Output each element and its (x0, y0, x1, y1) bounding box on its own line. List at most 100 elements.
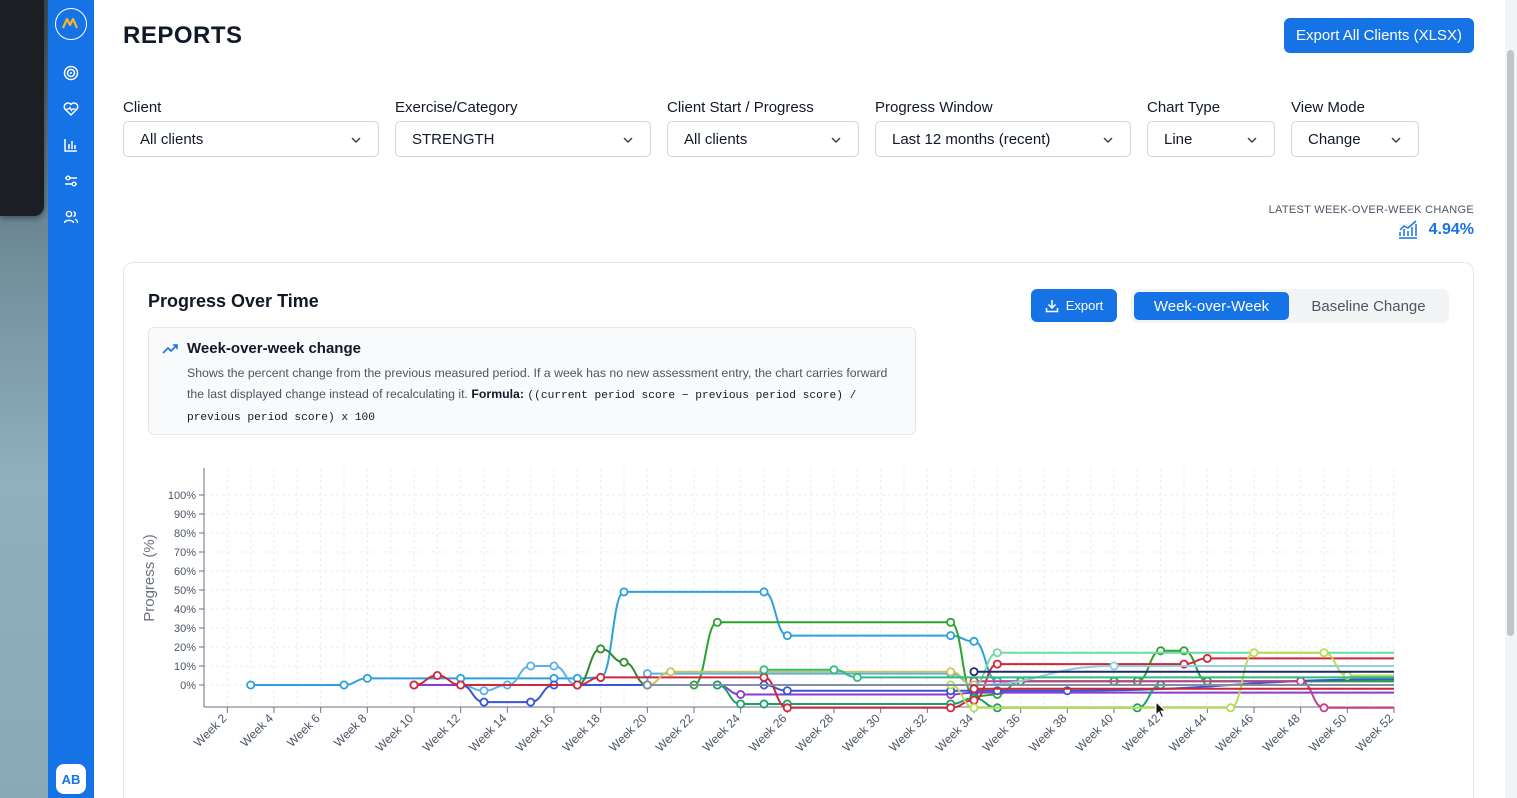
chart-type-value: Line (1164, 130, 1193, 148)
data-point[interactable] (549, 661, 559, 671)
data-point[interactable] (246, 680, 256, 690)
client-start-progress-select[interactable]: All clients (667, 121, 859, 157)
data-point[interactable] (946, 703, 956, 713)
scrollbar-thumb[interactable] (1507, 50, 1514, 636)
export-all-clients-button[interactable]: Export All Clients (XLSX) (1284, 18, 1474, 53)
data-point[interactable] (969, 667, 979, 677)
sliders-icon[interactable] (60, 170, 82, 192)
data-point[interactable] (1296, 676, 1306, 686)
scrollbar[interactable] (1505, 0, 1517, 798)
heart-pulse-icon[interactable] (60, 98, 82, 120)
data-point[interactable] (432, 670, 442, 680)
data-point[interactable] (712, 617, 722, 627)
data-point[interactable] (736, 689, 746, 699)
data-point[interactable] (666, 667, 676, 677)
y-tick-label: 90% (174, 509, 196, 521)
client-select[interactable]: All clients (123, 121, 379, 157)
baseline-change-tab[interactable]: Baseline Change (1291, 292, 1446, 320)
data-point[interactable] (759, 587, 769, 597)
x-tick-label: Week 20 (606, 711, 649, 754)
view-mode-value: Change (1308, 130, 1361, 148)
data-point[interactable] (1226, 703, 1236, 713)
export-chart-button[interactable]: Export (1031, 289, 1117, 322)
y-tick-label: 0% (180, 680, 196, 692)
user-avatar[interactable]: AB (56, 764, 86, 794)
data-point[interactable] (619, 657, 629, 667)
exercise-category-value: STRENGTH (412, 130, 495, 148)
x-tick-label: Week 40 (1073, 711, 1116, 754)
data-point[interactable] (456, 680, 466, 690)
series-line-1 (250, 590, 1394, 686)
data-point[interactable] (829, 665, 839, 675)
data-point[interactable] (969, 684, 979, 694)
data-point[interactable] (759, 672, 769, 682)
info-title: Week-over-week change (187, 340, 361, 357)
data-point[interactable] (969, 703, 979, 713)
app-window: AB REPORTS Export All Clients (XLSX) Cli… (48, 0, 1517, 798)
progress-line-chart: 0% 10% 20% 30% 40% 50% 60% 70% 80% 90% 100% Progres… (141, 468, 1396, 754)
data-point[interactable] (852, 672, 862, 682)
x-tick-label: Week 46 (1213, 711, 1256, 754)
exercise-category-select[interactable]: STRENGTH (395, 121, 651, 157)
view-mode-label: View Mode (1291, 99, 1365, 116)
chevron-down-icon (1103, 137, 1113, 144)
data-point[interactable] (479, 697, 489, 707)
data-point[interactable] (1319, 648, 1329, 658)
week-over-week-tab[interactable]: Week-over-Week (1134, 292, 1289, 320)
users-icon[interactable] (60, 206, 82, 228)
chevron-down-icon (1391, 137, 1401, 144)
view-mode-select[interactable]: Change (1291, 121, 1419, 157)
chevron-down-icon (1247, 137, 1257, 144)
y-tick-label: 40% (174, 604, 196, 616)
data-point[interactable] (759, 665, 769, 675)
series-line-12 (973, 665, 1394, 686)
data-point[interactable] (736, 699, 746, 709)
y-tick-label: 60% (174, 566, 196, 578)
data-point[interactable] (782, 686, 792, 696)
x-tick-label: Week 38 (1026, 711, 1069, 754)
data-point[interactable] (1109, 661, 1119, 671)
target-icon[interactable] (60, 62, 82, 84)
data-point[interactable] (409, 680, 419, 690)
data-point[interactable] (479, 686, 489, 696)
page-title: REPORTS (123, 22, 243, 49)
x-tick-label: Week 32 (886, 711, 929, 754)
data-point[interactable] (526, 661, 536, 671)
data-point[interactable] (969, 695, 979, 705)
data-point[interactable] (759, 699, 769, 709)
data-point[interactable] (946, 631, 956, 641)
x-tick-label: Week 10 (373, 711, 416, 754)
data-point[interactable] (1202, 653, 1212, 663)
data-point[interactable] (642, 680, 652, 690)
data-point[interactable] (946, 617, 956, 627)
data-point[interactable] (969, 636, 979, 646)
chart-type-select[interactable]: Line (1147, 121, 1275, 157)
sidebar: AB (48, 0, 94, 798)
data-point[interactable] (992, 659, 1002, 669)
kpi-value: 4.94% (1428, 221, 1474, 238)
data-point[interactable] (596, 644, 606, 654)
download-icon (1045, 299, 1058, 312)
data-point[interactable] (619, 587, 629, 597)
x-tick-label: Week 30 (840, 711, 883, 754)
data-point[interactable] (362, 673, 372, 683)
info-description: Shows the percent change from the previo… (187, 363, 907, 429)
data-point[interactable] (1249, 648, 1259, 658)
data-point[interactable] (339, 680, 349, 690)
formula: ((current period score − previous period… (187, 389, 857, 425)
data-point[interactable] (992, 648, 1002, 658)
data-point[interactable] (526, 697, 536, 707)
data-point[interactable] (782, 703, 792, 713)
info-panel: Week-over-week change Shows the percent … (148, 327, 916, 435)
progress-window-value: Last 12 months (recent) (892, 130, 1051, 148)
progress-window-select[interactable]: Last 12 months (recent) (875, 121, 1131, 157)
data-point[interactable] (572, 680, 582, 690)
data-point[interactable] (1319, 703, 1329, 713)
data-point[interactable] (946, 667, 956, 677)
data-point[interactable] (642, 669, 652, 679)
x-tick-label: Week 44 (1166, 711, 1209, 754)
data-point[interactable] (782, 631, 792, 641)
app-logo-icon[interactable] (55, 8, 87, 40)
data-point[interactable] (596, 672, 606, 682)
bar-chart-icon[interactable] (60, 134, 82, 156)
